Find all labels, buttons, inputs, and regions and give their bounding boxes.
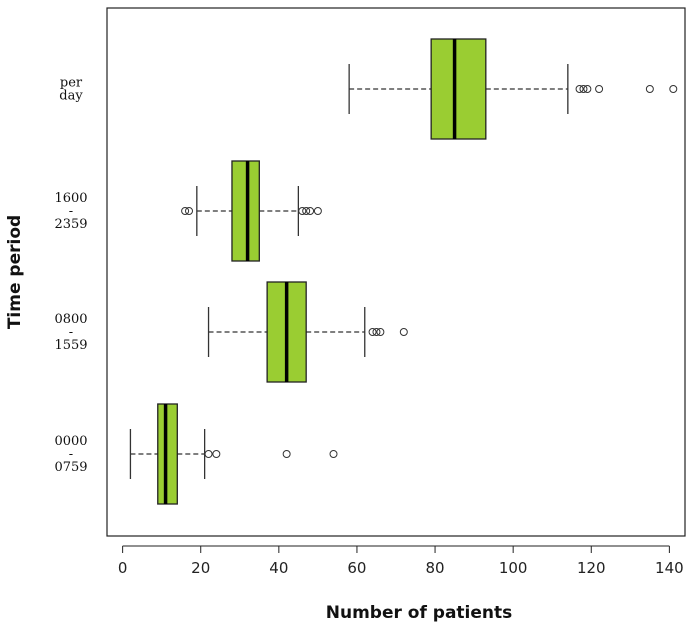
outlier-point [298, 207, 307, 215]
x-tick-label: 80 [426, 559, 445, 577]
outlier-point [575, 85, 584, 93]
category-label: - [69, 447, 73, 462]
boxes-layer [129, 38, 678, 505]
x-tick-label: 140 [655, 559, 684, 577]
outlier-point [368, 328, 377, 336]
outlier-point [302, 207, 311, 215]
iqr-box [430, 38, 487, 140]
category-label: - [69, 325, 73, 340]
iqr-box [231, 160, 260, 262]
outlier-point [595, 85, 604, 93]
outlier-point [282, 450, 291, 458]
outlier-point [376, 328, 385, 336]
category-label: 1600 [54, 191, 87, 206]
outlier-point [399, 328, 408, 336]
box-group [348, 38, 678, 140]
outlier-point [579, 85, 588, 93]
category-label: 0000 [54, 434, 87, 449]
outlier-point [645, 85, 654, 93]
category-label: - [69, 204, 73, 219]
x-tick-label: 0 [118, 559, 128, 577]
x-axis-title: Number of patients [326, 603, 513, 623]
x-tick-label: 120 [577, 559, 606, 577]
outlier-point [185, 207, 194, 215]
x-tick-label: 60 [347, 559, 366, 577]
iqr-box [157, 403, 178, 505]
category-label: per [60, 76, 83, 91]
outlier-point [204, 450, 213, 458]
outlier-point [583, 85, 592, 93]
plot-frame [106, 7, 686, 537]
category-label: 1559 [54, 338, 87, 353]
x-tick-label: 100 [499, 559, 528, 577]
y-axis-title: Time period [5, 215, 25, 329]
x-tick-label: 40 [269, 559, 288, 577]
outlier-point [669, 85, 678, 93]
outlier-point [313, 207, 322, 215]
category-label: day [59, 89, 83, 104]
outlier-point [306, 207, 315, 215]
box-group [129, 403, 338, 505]
outlier-point [181, 207, 190, 215]
box-group [207, 281, 408, 383]
box-group [181, 160, 322, 262]
category-label: 0800 [54, 312, 87, 327]
outlier-point [329, 450, 338, 458]
outlier-point [212, 450, 221, 458]
outlier-point [372, 328, 381, 336]
x-tick-label: 20 [191, 559, 210, 577]
category-label: 0759 [54, 460, 87, 475]
category-label: 2359 [54, 217, 87, 232]
x-axis: 0 20 40 60 80 100 120 140 [118, 545, 684, 577]
